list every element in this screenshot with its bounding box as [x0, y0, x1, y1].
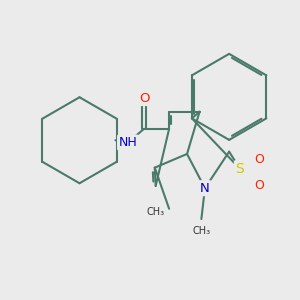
- Text: CH₃: CH₃: [192, 226, 210, 236]
- Text: O: O: [139, 92, 149, 104]
- Text: S: S: [236, 162, 244, 176]
- Text: N: N: [200, 182, 210, 195]
- Text: O: O: [254, 179, 264, 192]
- Text: CH₃: CH₃: [146, 207, 165, 217]
- Text: O: O: [254, 153, 264, 166]
- Text: NH: NH: [118, 136, 137, 149]
